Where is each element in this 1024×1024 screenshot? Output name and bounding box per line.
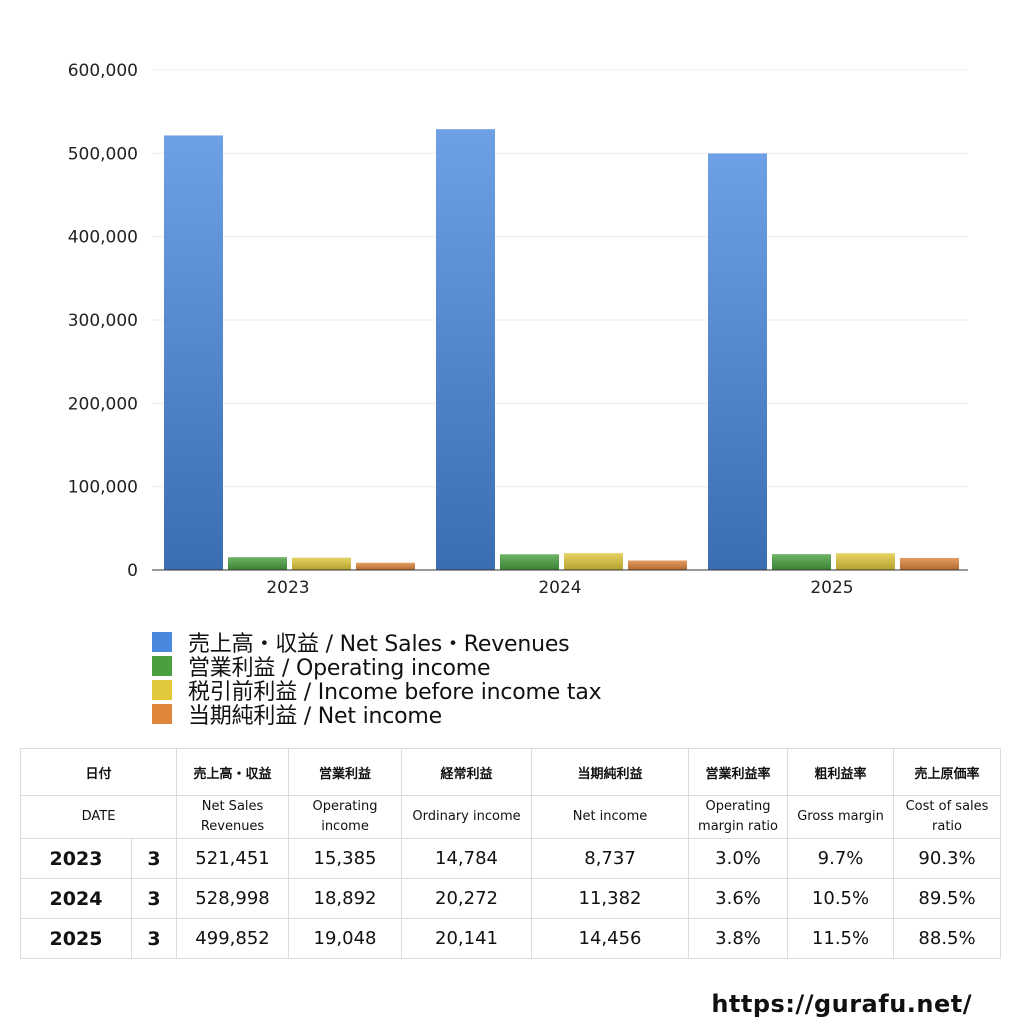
y-tick-label: 0 <box>127 561 138 581</box>
table-header-jp: 日付 売上高・収益 営業利益 経常利益 当期純利益 営業利益率 粗利益率 売上原… <box>19 748 1002 796</box>
row-cost-ratio: 88.5% <box>893 918 1002 959</box>
row-op-margin: 3.0% <box>688 838 789 879</box>
header-cost-ratio-en-line1: Cost of sales <box>905 799 989 814</box>
legend-item-income-before-tax: 税引前利益 / Income before income tax <box>152 678 602 705</box>
legend-label: 税引前利益 / Income before income tax <box>188 680 602 705</box>
header-operating-jp: 営業利益 <box>288 748 403 796</box>
row-cost-ratio: 89.5% <box>893 878 1002 919</box>
header-date-jp: 日付 <box>19 748 178 796</box>
row-op-margin: 3.6% <box>688 878 789 919</box>
row-year: 2023 <box>20 838 132 879</box>
source-url: https://gurafu.net/ <box>711 990 972 1018</box>
row-sales: 499,852 <box>176 918 290 959</box>
header-gross-margin-jp: 粗利益率 <box>787 748 895 796</box>
row-ordinary: 14,784 <box>401 838 533 879</box>
legend-item-net-income: 当期純利益 / Net income <box>152 702 601 729</box>
y-tick-label: 200,000 <box>68 394 138 414</box>
y-tick-label: 600,000 <box>68 61 138 81</box>
table-row: 2024 3 528,998 18,892 20,272 11,382 3.6%… <box>20 878 1002 919</box>
bar <box>500 554 559 570</box>
row-month: 3 <box>130 878 178 919</box>
header-ordinary-en: Ordinary income <box>401 795 533 839</box>
header-cost-ratio-jp: 売上原価率 <box>893 748 1002 796</box>
bar <box>564 553 623 570</box>
bar <box>164 135 223 570</box>
bar <box>900 557 959 570</box>
x-axis-ticks: 2023 2024 2025 <box>266 578 853 598</box>
header-sales-jp: 売上高・収益 <box>176 748 290 796</box>
header-sales-en-line2: Revenues <box>200 819 265 834</box>
header-op-margin-en: Operating margin ratio <box>688 795 789 839</box>
row-net: 11,382 <box>531 878 690 919</box>
header-operating-en-line2: income <box>321 819 369 834</box>
legend-swatch-net-sales <box>152 632 172 652</box>
header-ordinary-jp: 経常利益 <box>401 748 533 796</box>
legend-swatch-operating-income <box>152 656 172 676</box>
x-tick-label: 2024 <box>538 578 581 598</box>
y-tick-label: 500,000 <box>68 144 138 164</box>
bar <box>292 557 351 570</box>
header-cost-ratio-en: Cost of sales ratio <box>893 795 1002 839</box>
header-net-jp: 当期純利益 <box>531 748 690 796</box>
grid-lines <box>152 69 968 488</box>
header-cost-ratio-en-line2: ratio <box>932 819 962 834</box>
header-op-margin-en-line1: Operating <box>705 799 771 814</box>
row-ordinary: 20,272 <box>401 878 533 919</box>
row-net: 8,737 <box>531 838 690 879</box>
bar <box>228 557 287 570</box>
row-sales: 528,998 <box>176 878 290 919</box>
header-date-en: DATE <box>19 795 178 839</box>
row-month: 3 <box>130 838 178 879</box>
header-operating-en-line1: Operating <box>312 799 378 814</box>
header-sales-en-line1: Net Sales <box>201 799 264 814</box>
header-sales-en: Net Sales Revenues <box>176 795 290 839</box>
bar <box>628 560 687 570</box>
y-tick-label: 400,000 <box>68 228 138 248</box>
row-ordinary: 20,141 <box>401 918 533 959</box>
row-op-margin: 3.8% <box>688 918 789 959</box>
table-header-en: DATE Net Sales Revenues Operating income O… <box>19 795 1002 839</box>
legend-label: 営業利益 / Operating income <box>188 656 491 681</box>
y-tick-label: 100,000 <box>68 478 138 498</box>
header-op-margin-jp: 営業利益率 <box>688 748 789 796</box>
row-cost-ratio: 90.3% <box>893 838 1002 879</box>
legend-swatch-income-before-tax <box>152 680 172 700</box>
bar <box>436 129 495 570</box>
row-gross-margin: 11.5% <box>787 918 895 959</box>
row-operating: 19,048 <box>288 918 403 959</box>
table-row: 2025 3 499,852 19,048 20,141 14,456 3.8%… <box>20 918 1002 959</box>
header-net-en: Net income <box>531 795 690 839</box>
legend-item-net-sales: 売上高・収益 / Net Sales・Revenues <box>152 630 601 657</box>
header-gross-margin-en: Gross margin <box>787 795 895 839</box>
bar-chart: 600,000 500,000 400,000 300,000 200,000 100,0… <box>68 61 968 598</box>
row-month: 3 <box>130 918 178 959</box>
bar <box>356 562 415 570</box>
bar <box>708 153 767 570</box>
x-tick-label: 2025 <box>810 578 853 598</box>
header-op-margin-en-line2: margin ratio <box>698 819 778 834</box>
row-operating: 15,385 <box>288 838 403 879</box>
financial-table: 日付 売上高・収益 営業利益 経常利益 当期純利益 営業利益率 粗利益率 売上原… <box>19 748 1002 959</box>
row-year: 2024 <box>20 878 132 919</box>
legend-item-operating-income: 営業利益 / Operating income <box>152 654 601 681</box>
legend-swatch-net-income <box>152 704 172 724</box>
bars <box>164 129 959 570</box>
row-year: 2025 <box>20 918 132 959</box>
bar <box>772 554 831 570</box>
legend: 売上高・収益 / Net Sales・Revenues 営業利益 / Opera… <box>152 630 602 729</box>
y-tick-label: 300,000 <box>68 311 138 331</box>
bar <box>836 553 895 570</box>
x-tick-label: 2023 <box>266 578 309 598</box>
row-sales: 521,451 <box>176 838 290 879</box>
row-gross-margin: 9.7% <box>787 838 895 879</box>
row-gross-margin: 10.5% <box>787 878 895 919</box>
y-axis-ticks: 600,000 500,000 400,000 300,000 200,000 100,0… <box>68 61 138 581</box>
row-operating: 18,892 <box>288 878 403 919</box>
legend-label: 当期純利益 / Net income <box>188 704 442 729</box>
legend-label: 売上高・収益 / Net Sales・Revenues <box>188 632 570 657</box>
table-row: 2023 3 521,451 15,385 14,784 8,737 3.0% … <box>20 838 1002 879</box>
row-net: 14,456 <box>531 918 690 959</box>
header-operating-en: Operating income <box>288 795 403 839</box>
